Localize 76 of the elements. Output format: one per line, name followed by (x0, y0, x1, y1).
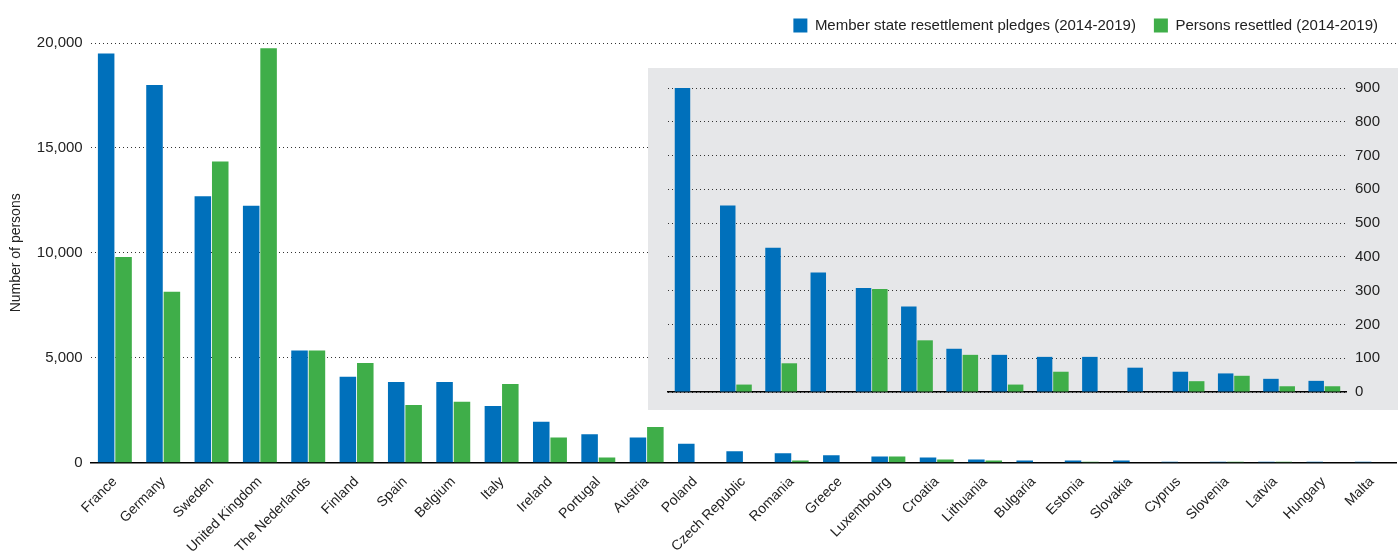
bar (532, 421, 550, 463)
bar (810, 272, 827, 392)
bar (146, 84, 163, 463)
bar (1308, 380, 1324, 392)
bar (1263, 378, 1279, 392)
bar (736, 384, 752, 392)
bar (115, 257, 132, 463)
bar (647, 427, 664, 463)
bar (1324, 386, 1341, 392)
bar (1188, 381, 1205, 392)
bar (674, 88, 691, 392)
bar (339, 376, 357, 463)
bar (357, 363, 374, 463)
bar (502, 383, 519, 463)
bar (871, 456, 888, 463)
bar (872, 288, 888, 392)
bar (211, 161, 229, 463)
y-tick-label: 500 (1354, 213, 1380, 231)
bar (1036, 356, 1053, 392)
y-tick-label: 200 (1354, 314, 1380, 332)
x-tick-label: Italy (476, 473, 507, 503)
bar (781, 363, 798, 392)
bar (946, 348, 962, 392)
bar (598, 457, 616, 463)
y-tick-label: 0 (1354, 382, 1364, 400)
y-tick-label: 800 (1354, 111, 1380, 129)
bar (436, 381, 453, 463)
bar (888, 456, 906, 463)
bar (823, 455, 840, 463)
legend-label: Persons resettled (2014-2019) (1175, 15, 1379, 33)
bar (917, 340, 933, 392)
y-axis-title: Number of persons (7, 193, 24, 313)
legend-label: Member state resettlement pledges (2014-2019) (814, 15, 1136, 33)
bar (720, 205, 736, 392)
y-tick-label: 400 (1354, 247, 1380, 265)
bar (765, 247, 781, 392)
bar (1172, 371, 1189, 392)
bar (484, 406, 502, 463)
bar (97, 53, 115, 463)
y-tick-label: 600 (1354, 179, 1380, 197)
y-tick-label: 700 (1354, 145, 1380, 163)
bar (991, 354, 1008, 392)
bar (1082, 356, 1098, 392)
bar (1234, 375, 1250, 392)
bar (581, 434, 598, 463)
y-tick-label: 300 (1354, 280, 1380, 298)
bar (405, 404, 422, 463)
bar (550, 437, 567, 463)
bar (1279, 386, 1295, 392)
bar (919, 457, 937, 463)
bar (291, 350, 308, 463)
y-tick-label: 900 (1354, 78, 1380, 96)
bar (242, 205, 260, 463)
bar (774, 453, 792, 463)
bar (194, 196, 212, 463)
bar (163, 291, 181, 463)
bar (308, 350, 326, 463)
bar (387, 381, 405, 463)
y-tick-label: 100 (1354, 348, 1380, 366)
bar (629, 437, 647, 463)
bar (726, 451, 743, 463)
y-tick-label: 0 (74, 452, 83, 470)
bar (855, 287, 872, 392)
y-tick-label: 15,000 (36, 138, 83, 156)
bar (1127, 367, 1143, 392)
y-tick-label: 20,000 (36, 33, 83, 51)
bar (1217, 373, 1234, 392)
bar (901, 306, 917, 392)
bar (1007, 384, 1024, 392)
bar (453, 401, 471, 463)
bar (678, 443, 695, 463)
bar (260, 48, 277, 463)
bar (1053, 371, 1069, 392)
bar (962, 354, 979, 392)
y-tick-label: 10,000 (36, 242, 83, 260)
y-tick-label: 5,000 (45, 347, 83, 365)
